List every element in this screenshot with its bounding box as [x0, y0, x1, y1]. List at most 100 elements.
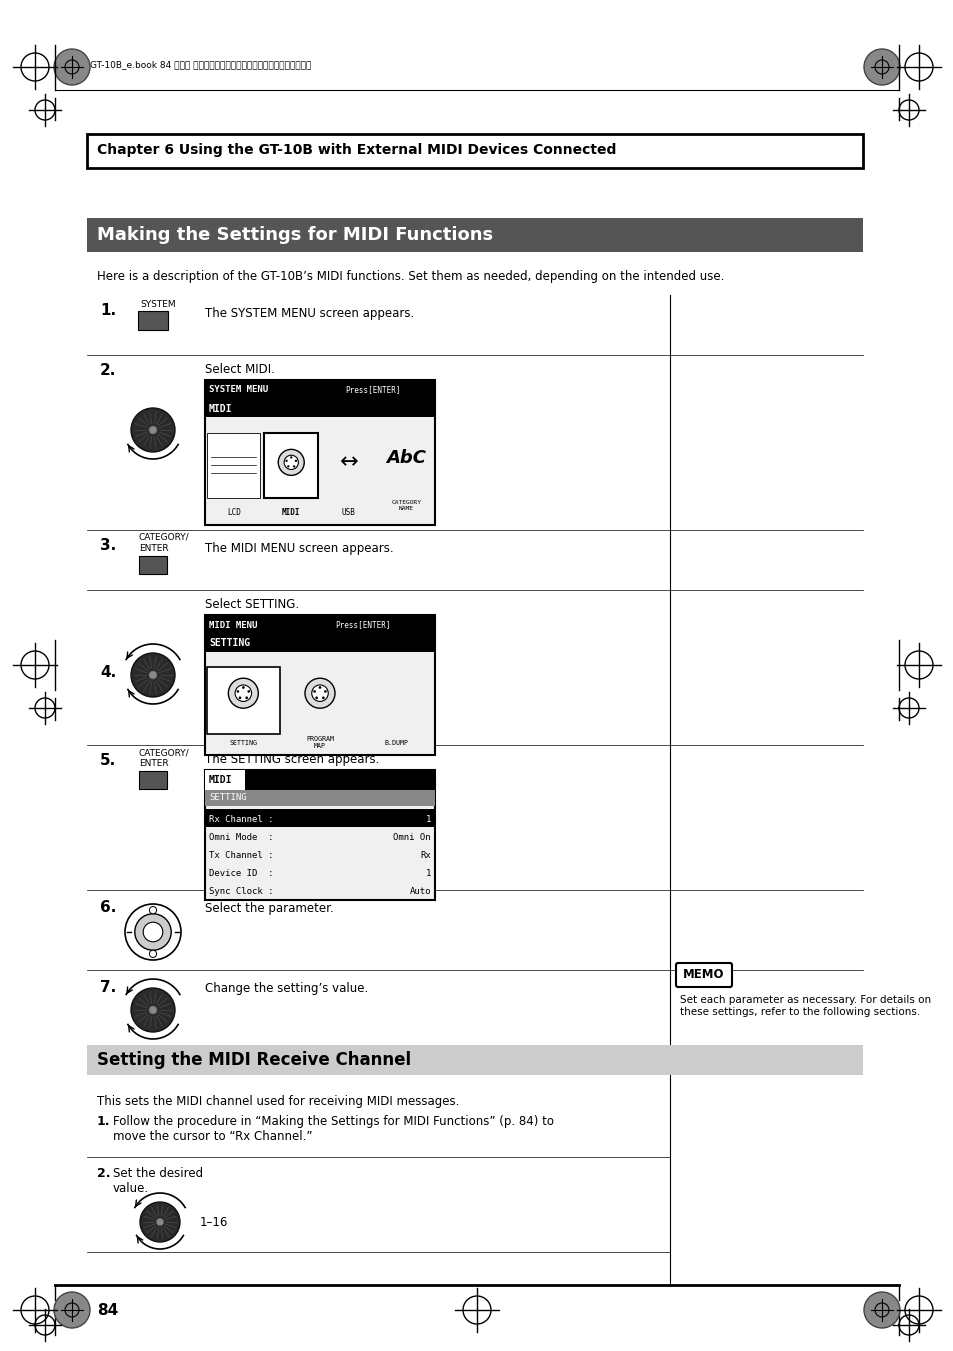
Text: Device ID  :: Device ID : [209, 869, 274, 878]
Circle shape [247, 690, 250, 693]
Text: Making the Settings for MIDI Functions: Making the Settings for MIDI Functions [97, 226, 493, 245]
Bar [205, 770, 435, 790]
Circle shape [863, 1292, 899, 1328]
Circle shape [293, 465, 295, 467]
Circle shape [313, 690, 315, 693]
Text: Press[ENTER]: Press[ENTER] [345, 385, 400, 394]
Circle shape [150, 907, 156, 913]
Text: ENTER: ENTER [139, 759, 169, 767]
Bar [205, 635, 435, 653]
Circle shape [150, 950, 156, 958]
Text: 7.: 7. [100, 979, 116, 994]
Text: Change the setting’s value.: Change the setting’s value. [205, 982, 368, 994]
Bar [87, 218, 862, 253]
Circle shape [324, 690, 327, 693]
Text: 6.: 6. [100, 900, 116, 915]
Circle shape [131, 988, 174, 1032]
Circle shape [305, 678, 335, 708]
Circle shape [242, 686, 244, 689]
Bar [139, 557, 167, 574]
Bar [205, 770, 435, 900]
Bar [205, 790, 435, 807]
Text: This sets the MIDI channel used for receiving MIDI messages.: This sets the MIDI channel used for rece… [97, 1096, 459, 1108]
Circle shape [284, 455, 298, 470]
Circle shape [149, 671, 157, 680]
Circle shape [245, 697, 248, 700]
Text: The SYSTEM MENU screen appears.: The SYSTEM MENU screen appears. [205, 307, 414, 320]
Circle shape [315, 697, 317, 700]
Text: Here is a description of the GT-10B’s MIDI functions. Set them as needed, depend: Here is a description of the GT-10B’s MI… [97, 270, 723, 282]
Circle shape [278, 450, 304, 476]
Text: Omni Mode  :: Omni Mode : [209, 832, 274, 842]
Text: SETTING: SETTING [209, 793, 247, 802]
Text: 1: 1 [425, 815, 431, 824]
Text: Tx Channel :: Tx Channel : [209, 851, 274, 859]
Text: Sync Clock :: Sync Clock : [209, 886, 274, 896]
Text: MIDI: MIDI [209, 404, 233, 413]
Text: 5.: 5. [100, 753, 116, 767]
Circle shape [238, 697, 241, 700]
Text: 84: 84 [97, 1302, 118, 1319]
Text: ↔: ↔ [339, 453, 357, 473]
Text: MIDI MENU: MIDI MENU [209, 620, 257, 630]
Text: Rx Channel :: Rx Channel : [209, 815, 274, 824]
Text: 1.: 1. [100, 303, 116, 317]
Circle shape [285, 459, 288, 462]
Bar [205, 380, 435, 400]
Text: ENTER: ENTER [139, 544, 169, 553]
Circle shape [143, 923, 163, 942]
Text: Set each parameter as necessary. For details on
these settings, refer to the fol: Set each parameter as necessary. For det… [679, 994, 930, 1016]
Bar [87, 1046, 862, 1075]
Text: The SETTING screen appears.: The SETTING screen appears. [205, 753, 379, 766]
Text: USB: USB [341, 508, 355, 516]
Circle shape [149, 1006, 157, 1015]
Circle shape [131, 408, 174, 453]
Circle shape [322, 697, 324, 700]
Circle shape [234, 685, 252, 701]
Circle shape [290, 457, 293, 458]
Text: PROGRAM
MAP: PROGRAM MAP [306, 736, 334, 750]
Bar [138, 311, 168, 330]
Bar [205, 809, 435, 827]
Text: CATEGORY
NAME: CATEGORY NAME [391, 500, 421, 511]
Text: Select SETTING.: Select SETTING. [205, 598, 299, 611]
Bar [264, 434, 317, 499]
Text: SYSTEM MENU: SYSTEM MENU [209, 385, 268, 394]
Text: Chapter 6 Using the GT-10B with External MIDI Devices Connected: Chapter 6 Using the GT-10B with External… [97, 143, 616, 157]
Text: Follow the procedure in “Making the Settings for MIDI Functions” (p. 84) to
move: Follow the procedure in “Making the Sett… [112, 1115, 554, 1143]
Text: Rx: Rx [420, 851, 431, 859]
Bar [205, 615, 435, 755]
Text: CATEGORY/: CATEGORY/ [139, 534, 190, 542]
Text: MEMO: MEMO [682, 969, 724, 981]
Circle shape [134, 913, 171, 950]
Text: Setting the MIDI Receive Channel: Setting the MIDI Receive Channel [97, 1051, 411, 1069]
Text: Press[ENTER]: Press[ENTER] [335, 620, 390, 630]
Text: AbC: AbC [386, 449, 426, 467]
Circle shape [149, 426, 157, 434]
Bar [205, 380, 435, 526]
FancyBboxPatch shape [676, 963, 731, 988]
Text: GT-10B_e.book 84 ページ ２００８年２月２６日　火曜日　午後３時３０分: GT-10B_e.book 84 ページ ２００８年２月２６日 火曜日 午後３時… [90, 61, 311, 69]
Text: Omni On: Omni On [393, 832, 431, 842]
Circle shape [140, 1202, 180, 1242]
Text: Set the desired
value.: Set the desired value. [112, 1167, 203, 1196]
Text: 1–16: 1–16 [200, 1216, 228, 1228]
Text: B.DUMP: B.DUMP [384, 739, 408, 746]
Circle shape [228, 678, 258, 708]
Circle shape [156, 1219, 163, 1225]
Circle shape [294, 459, 296, 462]
Text: SYSTEM: SYSTEM [140, 300, 175, 309]
Bar [205, 615, 435, 635]
Bar [87, 134, 862, 168]
Bar [205, 400, 435, 417]
Circle shape [863, 49, 899, 85]
Text: SETTING: SETTING [229, 739, 257, 746]
Circle shape [236, 690, 239, 693]
Circle shape [54, 49, 90, 85]
Circle shape [287, 465, 289, 467]
Circle shape [318, 686, 321, 689]
Text: SETTING: SETTING [209, 639, 250, 648]
Text: 3.: 3. [100, 538, 116, 553]
Text: MIDI: MIDI [209, 775, 233, 785]
Text: The MIDI MENU screen appears.: The MIDI MENU screen appears. [205, 542, 394, 555]
